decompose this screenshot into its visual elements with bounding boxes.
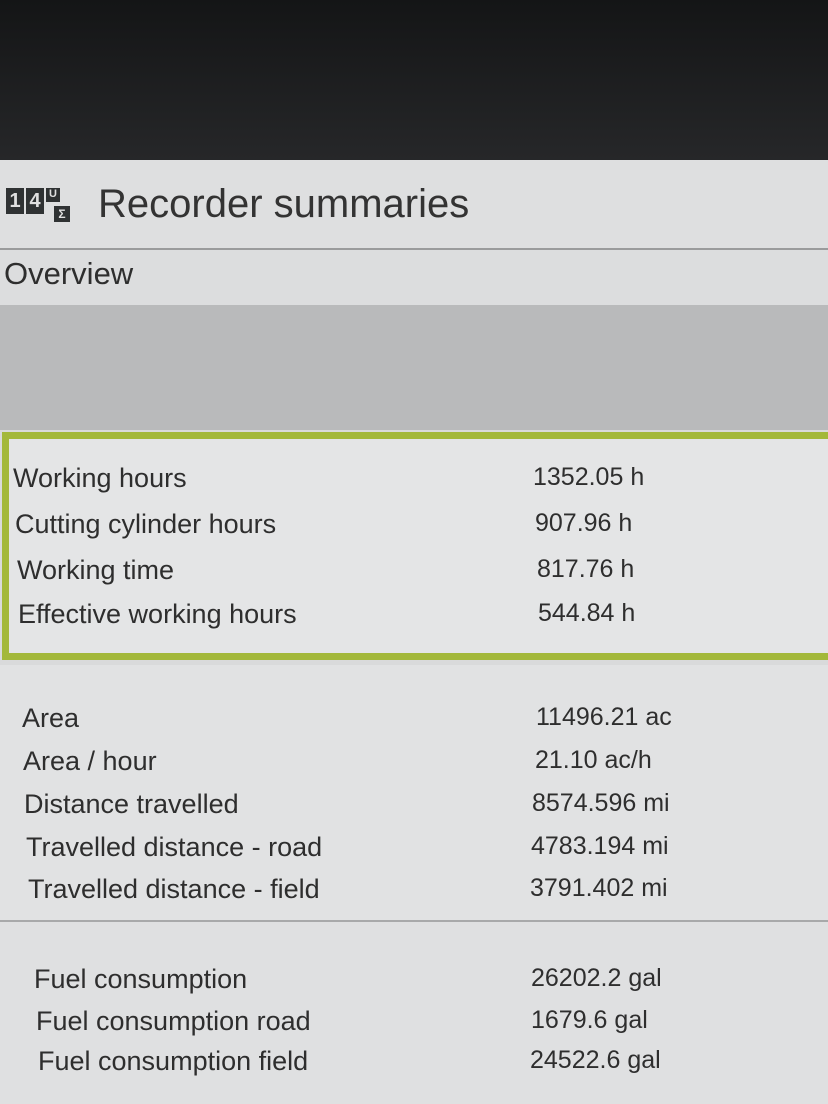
tab-overview[interactable]: Overview <box>0 250 828 305</box>
item-label: Distance travelled <box>24 789 239 819</box>
item-label: Travelled distance - field <box>28 874 320 904</box>
item-label: Area / hour <box>23 746 157 776</box>
item-label: Fuel consumption field <box>38 1046 309 1076</box>
item-value: 8574.596 mi <box>532 789 670 817</box>
screen-bezel <box>0 0 828 160</box>
icon-digit: 4 <box>26 188 44 214</box>
item-label: Working hours <box>13 463 187 493</box>
icon-sub-u: U <box>46 188 60 202</box>
item-label: Cutting cylinder hours <box>15 509 277 539</box>
item-label: Area <box>22 703 80 733</box>
item-value: 1352.05 h <box>533 463 645 491</box>
page-header: 1 4 U Σ Recorder summaries <box>0 160 828 250</box>
empty-band <box>0 305 828 430</box>
item-value: 26202.2 gal <box>531 964 662 992</box>
item-label: Fuel consumption road <box>36 1006 311 1036</box>
page-title: Recorder summaries <box>98 181 470 226</box>
item-value: 4783.194 mi <box>531 832 669 860</box>
area-distance-group: Area 11496.21 ac Area / hour 21.10 ac/h Di… <box>0 665 828 922</box>
item-value: 11496.21 ac <box>536 703 672 731</box>
item-label: Fuel consumption <box>34 964 248 994</box>
icon-sub: U Σ <box>46 182 70 226</box>
item-value: 21.10 ac/h <box>535 746 652 774</box>
item-value: 24522.6 gal <box>530 1046 661 1074</box>
item-label: Travelled distance - road <box>26 832 323 862</box>
item-value: 817.76 h <box>537 555 635 583</box>
fuel-group: Fuel consumption 26202.2 gal Fuel consump… <box>0 922 828 1104</box>
item-label: Working time <box>17 555 175 585</box>
item-value: 544.84 h <box>538 599 636 627</box>
sigma-icon: Σ <box>54 206 70 222</box>
item-value: 1679.6 gal <box>531 1006 648 1034</box>
item-value: 3791.402 mi <box>530 874 668 902</box>
recorder-summary-icon: 1 4 U Σ <box>6 182 70 226</box>
item-value: 907.96 h <box>535 509 633 537</box>
icon-digit: 1 <box>6 188 24 214</box>
hours-group: Working hours 1352.05 h Cutting cylinder … <box>2 432 828 660</box>
item-label: Effective working hours <box>18 599 297 629</box>
screen: 1 4 U Σ Recorder summaries Overview Work… <box>0 160 828 1104</box>
